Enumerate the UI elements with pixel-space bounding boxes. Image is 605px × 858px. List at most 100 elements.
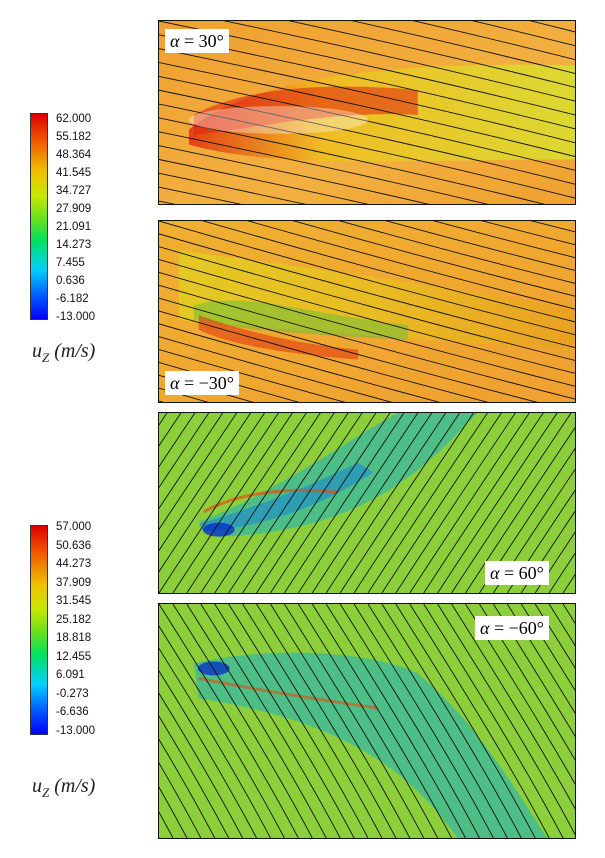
- tick-label: 41.545: [56, 167, 92, 179]
- streamline: [395, 413, 516, 593]
- flow-panel-alpha-60: α = 60°: [158, 412, 576, 594]
- tick-label: -6.636: [56, 706, 89, 718]
- streamline: [159, 186, 242, 204]
- streamline: [159, 323, 440, 402]
- streamline: [200, 413, 321, 593]
- streamline: [159, 145, 430, 204]
- tick-label: 7.455: [56, 257, 85, 269]
- streamline: [480, 221, 575, 246]
- streamline: [325, 604, 466, 838]
- streamline: [288, 21, 575, 88]
- colorbar-bottom: [30, 525, 48, 735]
- tick-label: 50.636: [56, 539, 92, 552]
- streamline: [159, 259, 575, 374]
- streamline: [159, 336, 392, 402]
- streamline: [159, 349, 346, 402]
- streamline: [381, 413, 502, 593]
- streamline: [351, 21, 575, 74]
- streamline: [159, 692, 243, 838]
- streamline: [534, 531, 575, 593]
- flow-field: [159, 221, 575, 402]
- streamline: [159, 604, 299, 838]
- streamline: [384, 221, 575, 271]
- streamline: [311, 413, 433, 593]
- streamline: [159, 413, 182, 447]
- streamline: [409, 413, 530, 593]
- streamline: [159, 246, 575, 361]
- tick-label: 62.000: [56, 113, 92, 125]
- streamline: [353, 604, 494, 838]
- tick-label: 12.455: [56, 650, 92, 663]
- streamline: [159, 715, 230, 838]
- streamline: [159, 413, 210, 489]
- streamline: [534, 604, 575, 669]
- tick-label: 6.091: [56, 669, 85, 681]
- flow-panel-alpha-minus-60: α = −60°: [158, 603, 576, 839]
- streamline: [228, 604, 369, 838]
- streamline: [270, 413, 391, 593]
- tick-label: -0.273: [56, 687, 89, 700]
- streamline: [297, 604, 439, 838]
- flow-panel-alpha-minus-30: α = −30°: [158, 220, 576, 403]
- streamline: [451, 604, 575, 810]
- streamline: [186, 604, 327, 838]
- tick-label: 0.636: [56, 275, 85, 287]
- streamline: [159, 48, 575, 144]
- streamline: [200, 604, 341, 838]
- colorbar-top: [30, 113, 48, 320]
- streamline: [471, 21, 575, 47]
- tick-label: 37.909: [56, 576, 92, 589]
- streamline: [159, 221, 575, 336]
- angle-label: α = 60°: [485, 561, 549, 585]
- flow-panel-alpha-30: α = 30°: [158, 20, 576, 205]
- streamline: [548, 604, 575, 647]
- streamline: [412, 21, 575, 61]
- streamline: [423, 604, 564, 838]
- colorbar-top-label: uZ (m/s): [32, 340, 96, 365]
- tick-label: 25.182: [56, 613, 92, 626]
- tick-label: 14.273: [56, 239, 92, 251]
- streamline: [228, 413, 349, 593]
- streamline: [201, 221, 575, 323]
- angle-label: α = −60°: [475, 616, 549, 640]
- streamline: [159, 413, 224, 510]
- streamline: [214, 413, 335, 593]
- streamline: [159, 310, 489, 402]
- streamline: [159, 272, 575, 387]
- streamline: [186, 413, 307, 593]
- streamline: [159, 786, 188, 838]
- streamline: [465, 427, 575, 593]
- streamline: [159, 625, 285, 838]
- streamline: [159, 117, 546, 204]
- streamline: [159, 62, 575, 157]
- streamline: [159, 131, 489, 204]
- streamline: [246, 221, 575, 310]
- streamline: [159, 413, 265, 573]
- angle-label: α = −30°: [165, 371, 239, 395]
- streamline: [159, 413, 251, 552]
- streamline: [214, 604, 355, 838]
- streamline: [159, 89, 575, 185]
- streamline: [159, 75, 575, 171]
- streamline: [270, 604, 411, 838]
- streamline: [423, 413, 544, 593]
- tick-label: -13.000: [56, 724, 96, 737]
- tick-label: 31.545: [56, 595, 92, 607]
- streamline: [223, 21, 575, 102]
- streamline: [172, 604, 313, 838]
- streamline: [284, 413, 405, 593]
- streamline: [292, 221, 575, 297]
- streamline: [256, 413, 377, 593]
- tick-label: 21.091: [56, 221, 92, 233]
- streamline: [159, 297, 538, 402]
- streamline: [256, 604, 397, 838]
- streamline: [437, 413, 558, 593]
- streamline: [159, 670, 257, 838]
- streamline: [432, 221, 575, 259]
- streamline: [381, 604, 522, 838]
- streamline: [159, 103, 575, 199]
- tick-label: 18.818: [56, 632, 92, 644]
- streamline: [159, 233, 575, 349]
- tick-label: 55.182: [56, 131, 92, 143]
- streamline: [395, 604, 536, 838]
